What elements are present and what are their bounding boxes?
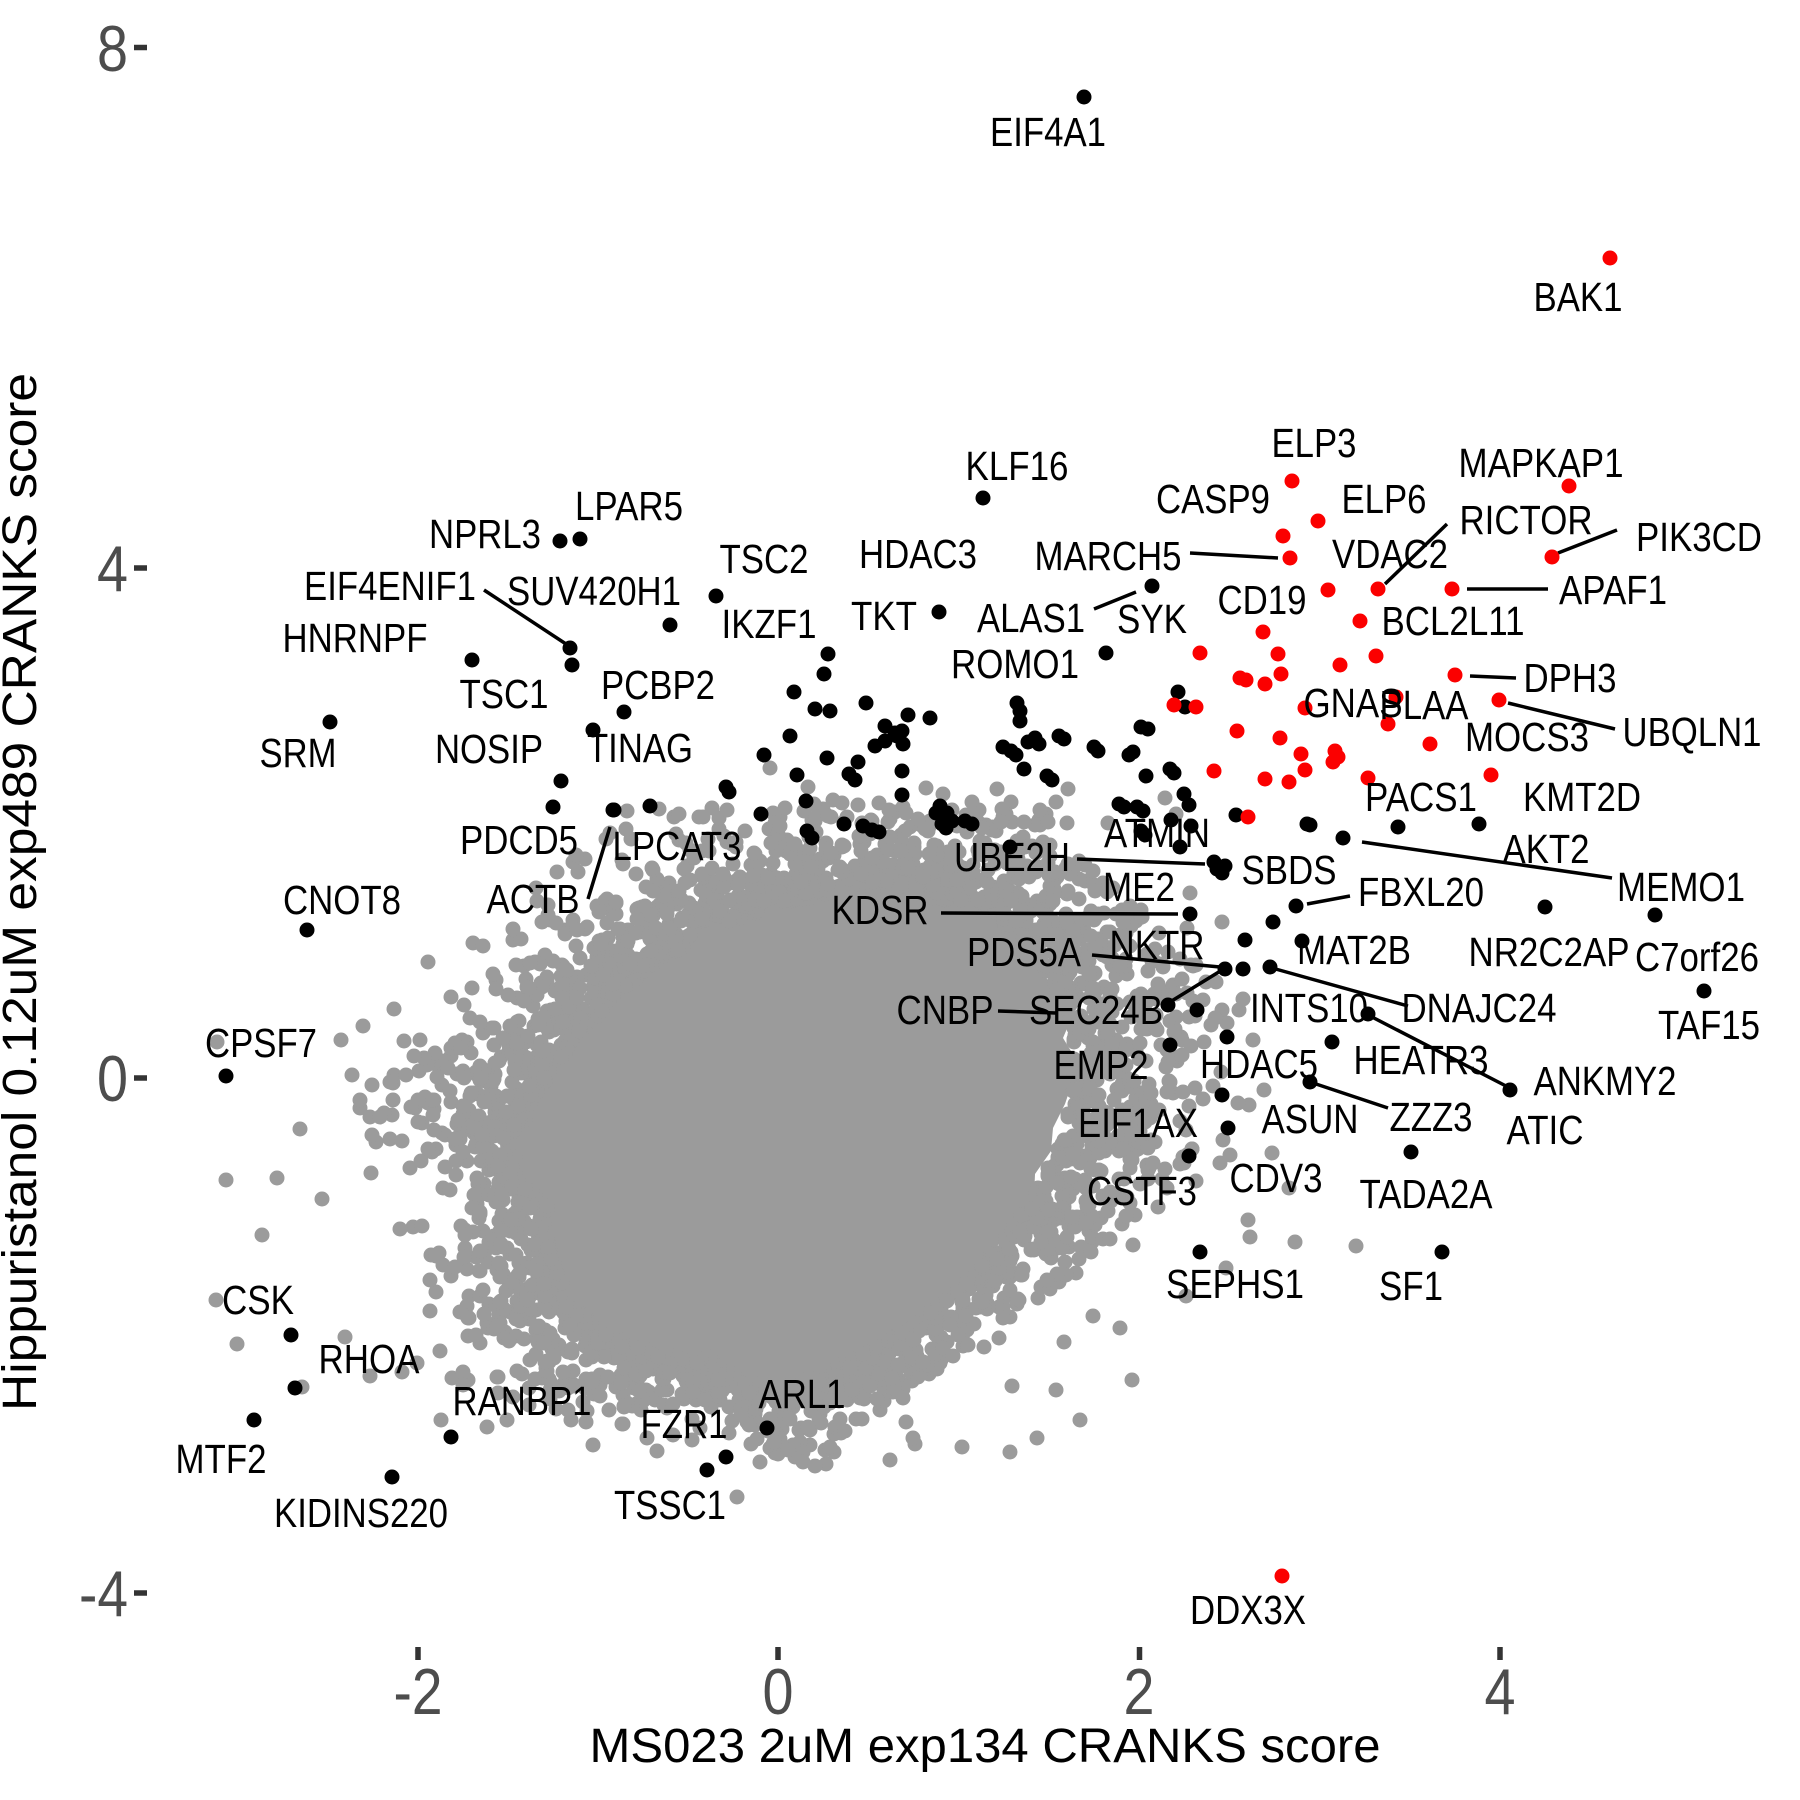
svg-text:MEMO1: MEMO1: [1617, 864, 1745, 910]
svg-text:HNRNPF: HNRNPF: [283, 615, 428, 661]
svg-text:RANBP1: RANBP1: [453, 1378, 592, 1424]
svg-text:HDAC3: HDAC3: [859, 531, 977, 577]
svg-text:MOCS3: MOCS3: [1465, 714, 1589, 760]
svg-text:TSSC1: TSSC1: [614, 1482, 726, 1528]
svg-text:ME2: ME2: [1103, 864, 1175, 910]
svg-text:-4: -4: [79, 1557, 128, 1630]
svg-text:TINAG: TINAG: [587, 725, 693, 771]
svg-text:2: 2: [1124, 1655, 1155, 1728]
svg-text:KMT2D: KMT2D: [1523, 774, 1641, 820]
svg-text:PLAA: PLAA: [1380, 682, 1470, 728]
svg-text:0: 0: [763, 1655, 794, 1728]
svg-text:-2: -2: [394, 1655, 443, 1728]
svg-text:MS023 2uM exp134 CRANKS score: MS023 2uM exp134 CRANKS score: [590, 1720, 1381, 1773]
svg-text:PCBP2: PCBP2: [601, 662, 715, 708]
svg-text:ANKMY2: ANKMY2: [1534, 1058, 1677, 1104]
svg-text:DDX3X: DDX3X: [1190, 1587, 1306, 1633]
svg-text:PACS1: PACS1: [1365, 774, 1477, 820]
svg-text:SBDS: SBDS: [1242, 847, 1337, 893]
svg-text:4: 4: [97, 532, 128, 605]
svg-text:NOSIP: NOSIP: [435, 726, 543, 772]
svg-text:4: 4: [1485, 1655, 1516, 1728]
svg-text:FZR1: FZR1: [641, 1401, 728, 1447]
svg-text:PDS5A: PDS5A: [967, 929, 1082, 975]
svg-text:KDSR: KDSR: [832, 887, 929, 933]
svg-text:ZZZ3: ZZZ3: [1390, 1094, 1473, 1140]
svg-text:EIF4ENIF1: EIF4ENIF1: [304, 563, 476, 609]
svg-text:APAF1: APAF1: [1559, 567, 1667, 613]
svg-text:IKZF1: IKZF1: [722, 601, 817, 647]
svg-text:EMP2: EMP2: [1054, 1042, 1149, 1088]
svg-text:ELP6: ELP6: [1342, 476, 1427, 522]
svg-text:KIDINS220: KIDINS220: [274, 1490, 448, 1536]
svg-text:SF1: SF1: [1379, 1263, 1443, 1309]
svg-text:TADA2A: TADA2A: [1360, 1171, 1494, 1217]
svg-text:ROMO1: ROMO1: [951, 641, 1079, 687]
svg-text:SEC24B: SEC24B: [1029, 987, 1163, 1033]
svg-text:DNAJC24: DNAJC24: [1402, 985, 1557, 1031]
svg-text:CPSF7: CPSF7: [205, 1020, 317, 1066]
svg-text:MAT2B: MAT2B: [1297, 927, 1411, 973]
svg-text:LPCAT3: LPCAT3: [613, 823, 742, 869]
svg-text:NPRL3: NPRL3: [429, 511, 541, 557]
svg-text:DPH3: DPH3: [1524, 655, 1617, 701]
svg-text:SEPHS1: SEPHS1: [1166, 1261, 1304, 1307]
svg-text:ARL1: ARL1: [759, 1371, 846, 1417]
svg-text:TSC1: TSC1: [460, 671, 549, 717]
svg-text:ALAS1: ALAS1: [977, 595, 1085, 641]
svg-text:ACTB: ACTB: [487, 876, 580, 922]
svg-text:NR2C2AP: NR2C2AP: [1469, 929, 1630, 975]
svg-text:MARCH5: MARCH5: [1035, 533, 1182, 579]
svg-text:AKT2: AKT2: [1503, 826, 1590, 872]
svg-text:CASP9: CASP9: [1156, 476, 1270, 522]
svg-text:TKT: TKT: [851, 593, 917, 639]
svg-text:UBQLN1: UBQLN1: [1623, 709, 1762, 755]
svg-text:LPAR5: LPAR5: [575, 483, 683, 529]
svg-text:ELP3: ELP3: [1272, 420, 1357, 466]
svg-text:UBE2H: UBE2H: [954, 834, 1070, 880]
svg-text:8: 8: [97, 12, 128, 85]
svg-text:SRM: SRM: [260, 730, 337, 776]
svg-text:0: 0: [97, 1042, 128, 1115]
svg-text:CDV3: CDV3: [1230, 1155, 1323, 1201]
svg-text:CSTF3: CSTF3: [1087, 1168, 1197, 1214]
svg-text:RHOA: RHOA: [319, 1336, 421, 1382]
svg-text:INTS10: INTS10: [1250, 985, 1368, 1031]
svg-text:SYK: SYK: [1117, 596, 1187, 642]
svg-text:MTF2: MTF2: [176, 1436, 267, 1482]
svg-text:BAK1: BAK1: [1534, 274, 1623, 320]
svg-text:KLF16: KLF16: [966, 443, 1069, 489]
svg-text:EIF4A1: EIF4A1: [990, 109, 1106, 155]
svg-text:ASUN: ASUN: [1262, 1096, 1359, 1142]
svg-text:BCL2L11: BCL2L11: [1382, 598, 1525, 644]
svg-text:HDAC5: HDAC5: [1200, 1041, 1318, 1087]
svg-text:TSC2: TSC2: [720, 536, 809, 582]
svg-text:GNAS: GNAS: [1304, 680, 1403, 726]
svg-text:VDAC2: VDAC2: [1332, 531, 1448, 577]
svg-text:HEATR3: HEATR3: [1354, 1037, 1489, 1083]
svg-text:MAPKAP1: MAPKAP1: [1459, 440, 1624, 486]
svg-text:ATMIN: ATMIN: [1104, 810, 1210, 856]
svg-text:NKTR: NKTR: [1110, 922, 1205, 968]
svg-text:C7orf26: C7orf26: [1635, 934, 1759, 980]
svg-text:PDCD5: PDCD5: [460, 817, 578, 863]
svg-text:Hippuristanol 0.12uM exp489 CR: Hippuristanol 0.12uM exp489 CRANKS score: [0, 373, 47, 1411]
svg-text:EIF1AX: EIF1AX: [1078, 1100, 1198, 1146]
svg-text:CNOT8: CNOT8: [283, 877, 401, 923]
svg-text:PIK3CD: PIK3CD: [1636, 514, 1762, 560]
svg-text:CNBP: CNBP: [897, 987, 994, 1033]
svg-text:ATIC: ATIC: [1507, 1107, 1584, 1153]
svg-text:CD19: CD19: [1218, 577, 1307, 623]
svg-text:TAF15: TAF15: [1658, 1002, 1760, 1048]
svg-text:RICTOR: RICTOR: [1460, 497, 1593, 543]
svg-text:FBXL20: FBXL20: [1358, 869, 1484, 915]
svg-text:SUV420H1: SUV420H1: [507, 568, 681, 614]
svg-text:CSK: CSK: [222, 1277, 294, 1323]
